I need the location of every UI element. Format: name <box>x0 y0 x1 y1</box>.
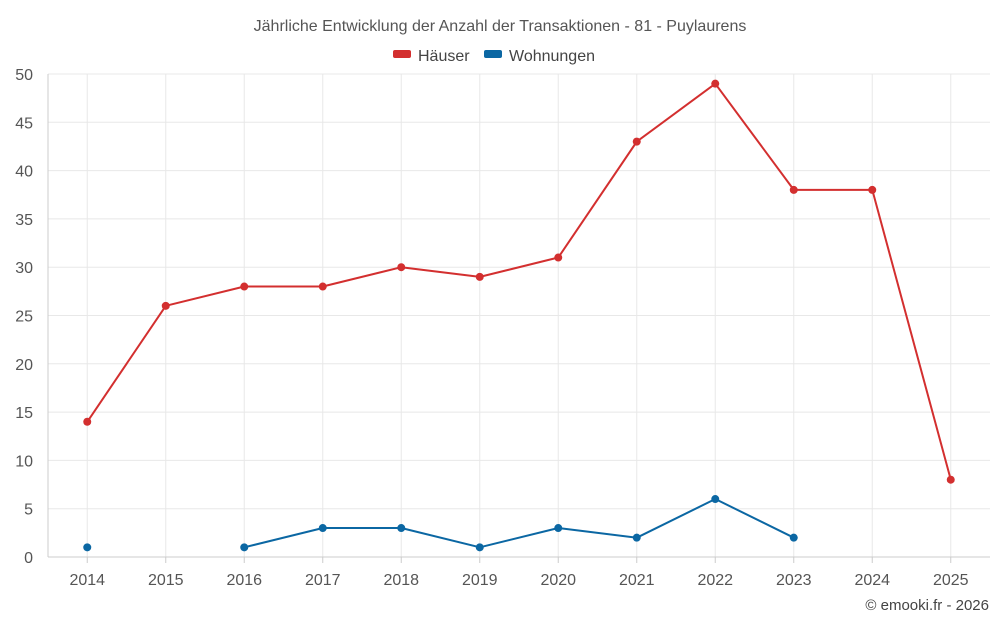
data-point-haeuser[interactable] <box>240 282 249 291</box>
series-line-wohnungen <box>244 498 795 549</box>
x-tick-label: 2025 <box>933 572 969 589</box>
legend-swatch-haeuser <box>393 50 411 58</box>
data-point-wohnungen[interactable] <box>632 533 641 542</box>
x-tick-label: 2020 <box>540 572 576 589</box>
data-point-wohnungen[interactable] <box>789 533 798 542</box>
y-tick-label: 15 <box>15 405 33 422</box>
x-tick-label: 2014 <box>69 572 105 589</box>
data-point-wohnungen[interactable] <box>475 543 484 552</box>
y-tick-label: 40 <box>15 164 33 181</box>
data-point-wohnungen[interactable] <box>554 524 563 533</box>
x-tick-label: 2023 <box>776 572 812 589</box>
data-point-haeuser[interactable] <box>397 263 406 272</box>
y-tick-label: 5 <box>24 502 33 519</box>
series <box>83 79 955 552</box>
x-tick-label: 2024 <box>854 572 890 589</box>
y-tick-label: 35 <box>15 212 33 229</box>
legend-label-haeuser: Häuser <box>418 48 470 65</box>
legend: Häuser Wohnungen <box>393 48 595 65</box>
data-point-haeuser[interactable] <box>161 301 170 310</box>
chart-title: Jährliche Entwicklung der Anzahl der Tra… <box>254 18 747 35</box>
y-tick-label: 10 <box>15 453 33 470</box>
data-point-haeuser[interactable] <box>789 185 798 194</box>
x-tick-label: 2016 <box>226 572 262 589</box>
data-point-haeuser[interactable] <box>711 79 720 88</box>
x-tick-label: 2021 <box>619 572 655 589</box>
y-tick-label: 50 <box>15 67 33 84</box>
data-point-haeuser[interactable] <box>554 253 563 262</box>
legend-item-haeuser[interactable]: Häuser <box>393 48 470 65</box>
data-point-haeuser[interactable] <box>868 185 877 194</box>
y-tick-label: 30 <box>15 260 33 277</box>
x-tick-label: 2022 <box>697 572 733 589</box>
data-point-wohnungen[interactable] <box>240 543 249 552</box>
y-tick-label: 45 <box>15 115 33 132</box>
data-point-wohnungen[interactable] <box>318 524 327 533</box>
series-wohnungen <box>83 495 798 552</box>
data-point-wohnungen[interactable] <box>397 524 406 533</box>
x-tick-label: 2019 <box>462 572 498 589</box>
data-point-haeuser[interactable] <box>83 417 92 426</box>
grid <box>48 73 990 557</box>
x-tick-label: 2018 <box>383 572 419 589</box>
x-tick-label: 2015 <box>148 572 184 589</box>
y-tick-label: 20 <box>15 357 33 374</box>
y-tick-label: 25 <box>15 309 33 326</box>
y-tick-label: 0 <box>24 550 33 567</box>
data-point-haeuser[interactable] <box>475 272 484 281</box>
data-point-wohnungen[interactable] <box>711 495 720 504</box>
data-point-wohnungen[interactable] <box>83 543 92 552</box>
x-tick-label: 2017 <box>305 572 341 589</box>
data-point-haeuser[interactable] <box>946 475 955 484</box>
series-haeuser <box>83 79 955 484</box>
data-point-haeuser[interactable] <box>632 137 641 146</box>
data-point-haeuser[interactable] <box>318 282 327 291</box>
legend-item-wohnungen[interactable]: Wohnungen <box>484 48 595 65</box>
series-line-haeuser <box>86 82 952 480</box>
legend-swatch-wohnungen <box>484 50 502 58</box>
legend-label-wohnungen: Wohnungen <box>509 48 595 65</box>
credit-text: © emooki.fr - 2026 <box>865 597 989 614</box>
